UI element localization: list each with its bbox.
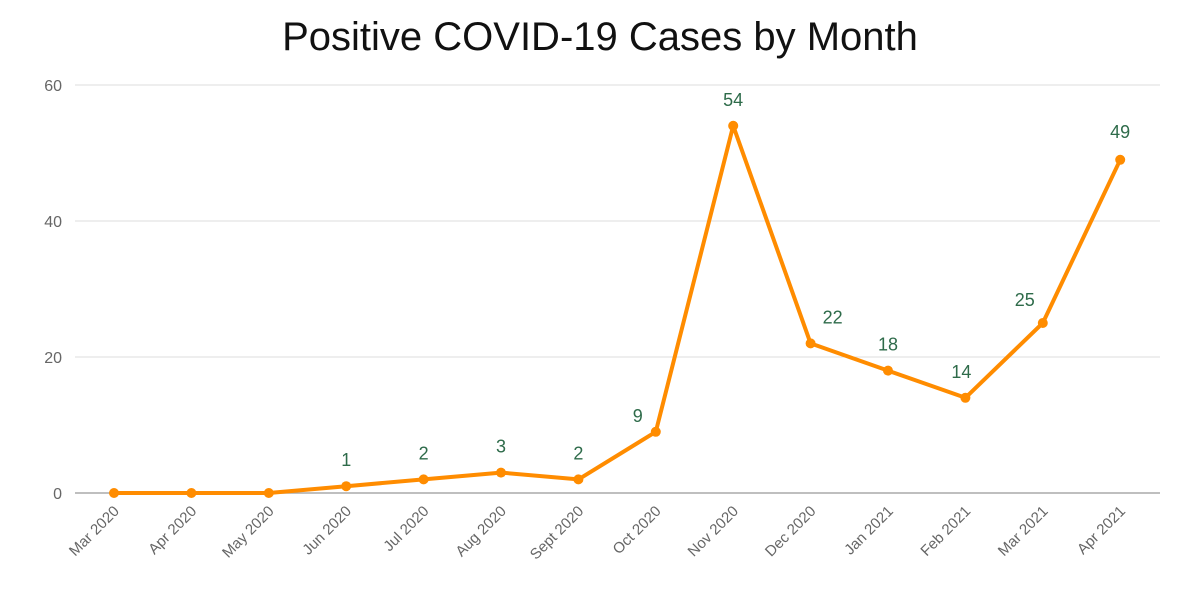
x-tick-label: Nov 2020 bbox=[685, 503, 742, 560]
x-tick-label: Jul 2020 bbox=[380, 503, 432, 555]
x-tick-label: Aug 2020 bbox=[452, 503, 509, 560]
data-point bbox=[805, 338, 816, 349]
data-label: 1 bbox=[341, 450, 351, 470]
x-tick-label: Sept 2020 bbox=[527, 503, 587, 563]
data-label: 54 bbox=[723, 90, 743, 110]
data-label: 49 bbox=[1110, 122, 1130, 142]
data-point bbox=[263, 488, 274, 498]
series-line bbox=[112, 123, 1123, 495]
y-tick-label: 60 bbox=[44, 78, 62, 95]
data-point bbox=[186, 488, 197, 498]
y-tick-label: 40 bbox=[44, 214, 62, 231]
x-tick-label: Mar 2020 bbox=[66, 503, 123, 560]
data-point bbox=[109, 488, 119, 498]
data-label: 18 bbox=[878, 335, 898, 355]
data-label: 9 bbox=[633, 406, 643, 426]
data-labels: 1 2 3 2 9 54 22 18 14 25 49 bbox=[341, 90, 1130, 470]
x-tick-label: Apr 2021 bbox=[1074, 503, 1129, 558]
x-tick-label: Mar 2021 bbox=[995, 503, 1052, 560]
gridlines bbox=[75, 84, 1160, 494]
data-point bbox=[1037, 318, 1048, 328]
data-label: 3 bbox=[496, 437, 506, 457]
x-tick-label: Jun 2020 bbox=[299, 503, 355, 559]
data-point bbox=[883, 365, 893, 376]
x-tick-label: Oct 2020 bbox=[610, 503, 665, 558]
y-tick-label: 0 bbox=[53, 486, 62, 503]
data-point bbox=[728, 120, 739, 131]
series-points bbox=[109, 120, 1126, 498]
x-tick-label: Feb 2021 bbox=[917, 503, 974, 560]
y-tick-label: 20 bbox=[44, 350, 62, 367]
data-label: 2 bbox=[419, 443, 429, 463]
data-label: 14 bbox=[951, 362, 971, 382]
x-tick-label: Dec 2020 bbox=[762, 503, 819, 560]
data-point bbox=[341, 481, 352, 492]
data-point bbox=[573, 474, 584, 485]
chart-title: Positive COVID-19 Cases by Month bbox=[282, 15, 918, 59]
x-tick-label: May 2020 bbox=[219, 503, 278, 562]
x-axis-ticks: Mar 2020 Apr 2020 May 2020 Jun 2020 Jul 2020… bbox=[66, 503, 1129, 563]
data-label: 2 bbox=[573, 443, 583, 463]
x-tick-label: Jan 2021 bbox=[841, 503, 897, 559]
data-point bbox=[650, 426, 661, 437]
data-label: 25 bbox=[1015, 290, 1035, 310]
data-point bbox=[1115, 154, 1126, 165]
y-axis-ticks: 0 20 40 60 bbox=[44, 78, 62, 503]
series-line-path bbox=[112, 123, 1123, 495]
data-point bbox=[960, 392, 971, 403]
data-point bbox=[418, 474, 429, 485]
data-label: 22 bbox=[823, 307, 843, 327]
data-point bbox=[496, 467, 506, 478]
x-tick-label: Apr 2020 bbox=[145, 503, 200, 558]
